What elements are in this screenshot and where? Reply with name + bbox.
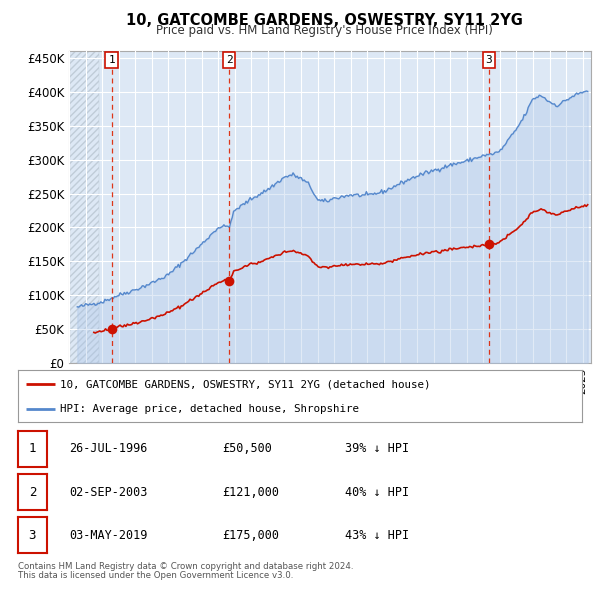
Text: £121,000: £121,000 [222,486,279,499]
Text: 1: 1 [108,55,115,65]
Text: This data is licensed under the Open Government Licence v3.0.: This data is licensed under the Open Gov… [18,571,293,581]
Text: Contains HM Land Registry data © Crown copyright and database right 2024.: Contains HM Land Registry data © Crown c… [18,562,353,571]
Text: 3: 3 [485,55,492,65]
Text: 02-SEP-2003: 02-SEP-2003 [69,486,148,499]
Text: 26-JUL-1996: 26-JUL-1996 [69,442,148,455]
Text: 3: 3 [29,529,36,542]
Text: 39% ↓ HPI: 39% ↓ HPI [345,442,409,455]
Text: 10, GATCOMBE GARDENS, OSWESTRY, SY11 2YG: 10, GATCOMBE GARDENS, OSWESTRY, SY11 2YG [125,12,523,28]
Text: 03-MAY-2019: 03-MAY-2019 [69,529,148,542]
Text: £50,500: £50,500 [222,442,272,455]
Text: 10, GATCOMBE GARDENS, OSWESTRY, SY11 2YG (detached house): 10, GATCOMBE GARDENS, OSWESTRY, SY11 2YG… [60,379,431,389]
Text: 2: 2 [226,55,233,65]
Text: 43% ↓ HPI: 43% ↓ HPI [345,529,409,542]
Text: Price paid vs. HM Land Registry's House Price Index (HPI): Price paid vs. HM Land Registry's House … [155,24,493,37]
Text: 40% ↓ HPI: 40% ↓ HPI [345,486,409,499]
Text: 1: 1 [29,442,36,455]
Text: £175,000: £175,000 [222,529,279,542]
Text: HPI: Average price, detached house, Shropshire: HPI: Average price, detached house, Shro… [60,404,359,414]
Text: 2: 2 [29,486,36,499]
